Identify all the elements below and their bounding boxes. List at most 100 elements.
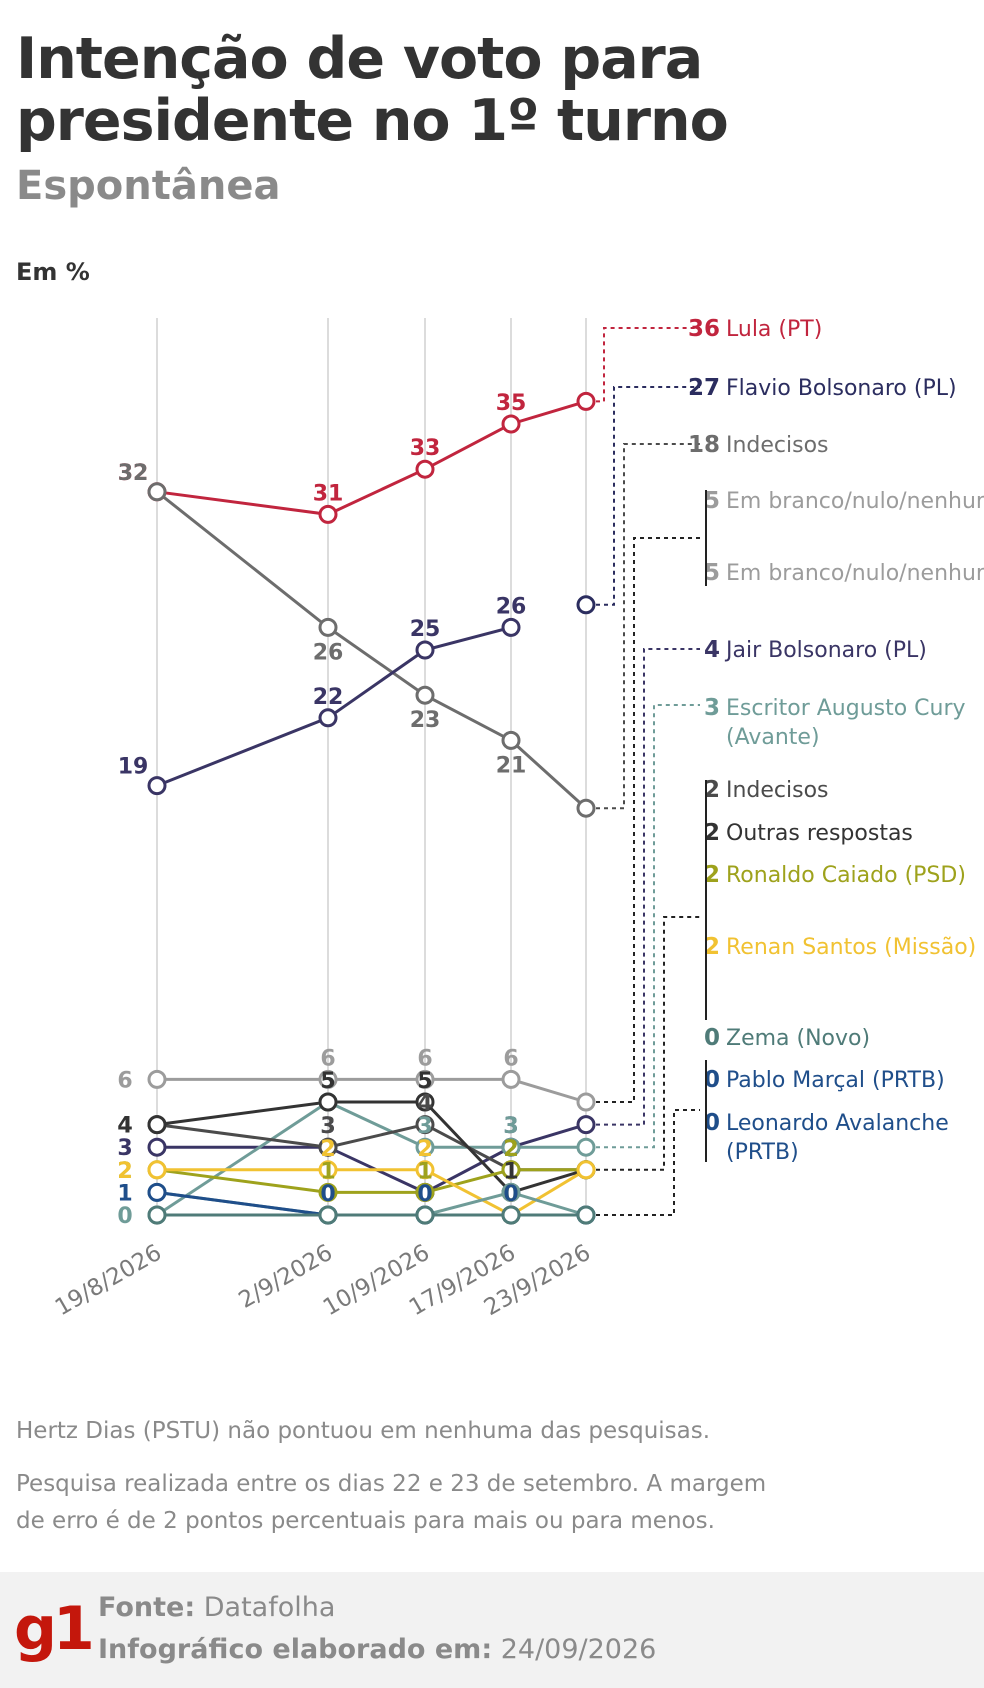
point-value-label: 3 <box>320 1114 335 1139</box>
data-point <box>501 1205 521 1225</box>
legend-value: 2 <box>704 862 720 888</box>
point-value-label: 33 <box>410 436 441 461</box>
legend-label: Em branco/nulo/nenhum <box>726 561 984 586</box>
point-value-label: 3 <box>320 1114 335 1139</box>
point-value-label: 2 <box>320 1137 335 1162</box>
g1-logo: g1 <box>14 1594 95 1664</box>
point-value-label: 32 <box>118 461 149 486</box>
point-value-label: 6 <box>503 1046 518 1071</box>
point-value-label: 6 <box>320 1046 335 1071</box>
point-value-label: 4 <box>417 1092 432 1117</box>
point-value-label: 2 <box>503 1137 518 1162</box>
point-value-label: 1 <box>117 1181 132 1206</box>
legend-connector-2 <box>596 443 700 810</box>
chart-x-axis-labels: 19/8/2026 2/9/202610/9/202617/9/202623/9/… <box>51 1240 595 1321</box>
data-point <box>147 1160 167 1180</box>
point-value-label: 5 <box>320 1069 335 1094</box>
series-line-5 <box>157 1123 587 1195</box>
chart-points <box>147 391 596 1225</box>
data-point <box>576 1115 596 1135</box>
legend-label: Lula (PT) <box>726 317 822 342</box>
point-value-label: 2 <box>117 1159 132 1184</box>
series-line-4 <box>157 1077 587 1104</box>
data-point <box>318 1182 338 1202</box>
legend-value: 18 <box>688 432 720 458</box>
date-label: Infográfico elaborado em: <box>98 1634 493 1665</box>
point-value-label: 32 <box>118 461 149 486</box>
point-value-label: 0 <box>503 1182 518 1207</box>
data-point <box>501 1160 521 1180</box>
data-point <box>318 1160 338 1180</box>
data-point <box>576 798 596 818</box>
chart-series-lines <box>156 399 588 1217</box>
point-value-label: 25 <box>410 617 441 642</box>
legend-connectors <box>596 327 700 1216</box>
legend-label: Jair Bolsonaro (PL) <box>724 638 927 663</box>
point-value-label: 2 <box>503 1137 518 1162</box>
data-point <box>501 414 521 434</box>
point-value-label: 26 <box>496 594 527 619</box>
legend-label: Pablo Marçal (PRTB) <box>726 1068 945 1093</box>
data-point <box>576 1160 596 1180</box>
legend-value: 2 <box>704 820 720 846</box>
point-value-label: 1 <box>417 1159 432 1184</box>
data-point <box>501 1182 521 1202</box>
point-value-label: 0 <box>320 1182 335 1207</box>
legend-label: Escritor Augusto Cury <box>726 696 966 721</box>
legend-value: 27 <box>688 375 720 401</box>
footer: g1 Fonte: Datafolha Infográfico elaborad… <box>0 1572 984 1688</box>
point-value-label: 2 <box>417 1137 432 1162</box>
source-label: Fonte: <box>98 1592 196 1623</box>
data-point <box>147 1182 167 1202</box>
point-value-label: 31 <box>313 481 344 506</box>
point-value-label: 3 <box>503 1114 518 1139</box>
data-point <box>147 1205 167 1225</box>
data-point <box>147 1069 167 1089</box>
legend-label: Outras respostas <box>726 821 913 846</box>
data-point <box>501 1137 521 1157</box>
point-value-label: 3 <box>503 1114 518 1139</box>
point-value-label: 2 <box>117 1159 132 1184</box>
legend-value: 0 <box>704 1067 720 1093</box>
point-value-label: 0 <box>417 1182 432 1207</box>
series-line-0 <box>156 399 587 516</box>
data-point <box>318 708 338 728</box>
data-point <box>415 1137 435 1157</box>
data-point <box>576 1205 596 1225</box>
data-point <box>576 1092 596 1112</box>
point-value-label: 0 <box>117 1204 132 1229</box>
data-point <box>415 1205 435 1225</box>
x-tick-label: 19/8/2026 <box>51 1240 166 1321</box>
data-point <box>415 1182 435 1202</box>
point-value-label: 1 <box>417 1159 432 1184</box>
data-point <box>318 617 338 637</box>
legend-connector-7 <box>596 1109 700 1216</box>
series-line-3 <box>156 625 512 787</box>
data-point <box>318 1092 338 1112</box>
series-line-6 <box>156 1100 586 1217</box>
data-point <box>501 730 521 750</box>
legend-connector-5 <box>596 704 700 1149</box>
point-value-label: 22 <box>313 685 344 710</box>
chart-subtitle: Espontânea <box>16 163 281 209</box>
legend-label: Em branco/nulo/nenhum <box>726 489 984 514</box>
source-credit: Fonte: Datafolha <box>98 1592 335 1623</box>
date-credit: Infográfico elaborado em: 24/09/2026 <box>98 1634 656 1665</box>
legend-value: 0 <box>704 1110 720 1136</box>
chart-title: Intenção de voto para presidente no 1º t… <box>16 26 729 154</box>
legend-label: Leonardo Avalanche <box>726 1111 949 1136</box>
chart-legend: 36 Lula (PT)27 Flavio Bolsonaro (PL)18 Inde… <box>688 316 984 1165</box>
data-point <box>576 1137 596 1157</box>
legend-value: 5 <box>704 560 720 586</box>
legend-label: (Avante) <box>726 725 820 750</box>
point-value-label: 23 <box>410 708 441 733</box>
legend-label: Renan Santos (Missão) <box>726 935 976 960</box>
data-point <box>147 482 167 502</box>
legend-connector-3 <box>596 537 700 1103</box>
point-value-label: 6 <box>417 1046 432 1071</box>
data-point <box>147 1115 167 1135</box>
point-value-label: 1 <box>503 1159 518 1184</box>
legend-connector-1 <box>596 386 700 606</box>
